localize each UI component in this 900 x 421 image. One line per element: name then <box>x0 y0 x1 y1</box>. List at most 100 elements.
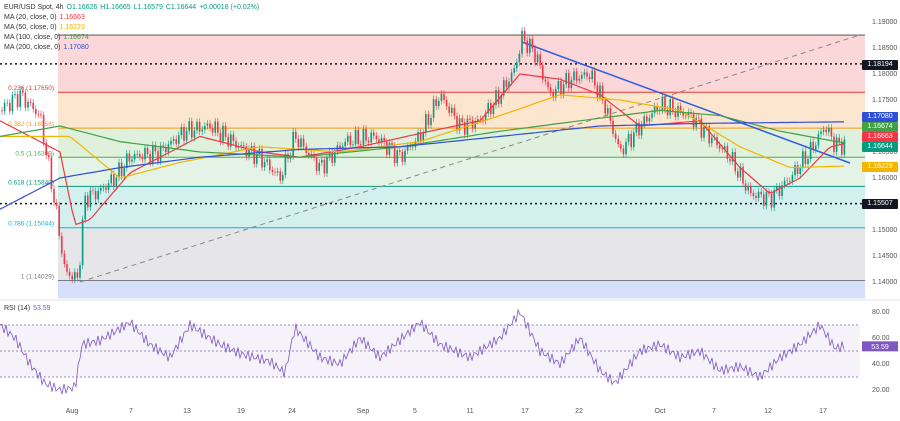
candle <box>604 100 606 114</box>
candle <box>318 162 320 172</box>
time-axis-label: Aug <box>66 408 79 415</box>
price-tag: 1.15507 <box>862 199 898 209</box>
candle <box>289 155 292 159</box>
candle <box>812 142 814 150</box>
candle <box>74 272 76 280</box>
candle <box>718 145 721 149</box>
candle <box>544 79 547 82</box>
candle <box>419 132 422 142</box>
candle <box>484 113 487 121</box>
candle <box>193 130 196 138</box>
candle <box>206 123 209 126</box>
candle <box>409 146 411 147</box>
candle <box>521 30 523 54</box>
candle <box>555 89 557 98</box>
fib-zone <box>58 227 865 281</box>
candle <box>256 153 258 164</box>
candle <box>562 84 565 95</box>
candle <box>825 129 827 133</box>
time-axis-label: 17 <box>521 408 529 415</box>
ma200-legend[interactable]: MA (200, close, 0) 1.17080 <box>4 43 262 53</box>
candle <box>100 187 102 191</box>
candle <box>188 121 190 131</box>
time-axis-label: 22 <box>575 408 583 415</box>
ohlc-high: H1.16665 <box>100 4 131 11</box>
candle <box>796 164 799 174</box>
rsi-axis-label: 60.00 <box>872 335 890 342</box>
candle <box>495 90 497 106</box>
rsi-legend: RSI (14) 53.59 <box>4 304 54 314</box>
candle <box>698 118 700 119</box>
candle <box>692 114 695 128</box>
candle <box>721 148 723 150</box>
candle <box>568 72 570 89</box>
candle <box>656 106 658 112</box>
candle <box>643 116 645 125</box>
candle <box>609 108 612 121</box>
price-tag: 1.18194 <box>862 60 898 70</box>
candle <box>224 125 227 137</box>
candle <box>474 120 476 129</box>
price-tag: 1.17080 <box>862 112 898 122</box>
candle <box>157 151 159 162</box>
candle <box>383 137 385 142</box>
candle <box>375 135 378 140</box>
candle <box>783 180 786 186</box>
candle <box>175 139 177 144</box>
candle <box>149 154 151 163</box>
candle <box>630 133 632 148</box>
candle <box>817 134 820 146</box>
time-axis-label: 7 <box>129 408 133 415</box>
candle <box>76 272 79 278</box>
candle <box>534 48 536 63</box>
candle <box>360 143 362 145</box>
candle <box>141 156 144 160</box>
candle <box>773 189 775 208</box>
candle <box>133 154 136 160</box>
ma20-legend[interactable]: MA (20, close, 0) 1.16663 <box>4 13 262 23</box>
candle <box>201 129 203 132</box>
candle <box>492 105 495 115</box>
candle <box>388 142 391 155</box>
candle <box>482 119 484 121</box>
candle <box>183 127 185 141</box>
price-axis-label: 1.19000 <box>872 19 897 26</box>
candle <box>274 171 276 173</box>
candle <box>9 102 11 112</box>
ma50-legend[interactable]: MA (50, close, 0) 1.16229 <box>4 23 262 33</box>
candle <box>573 71 575 81</box>
candle <box>170 140 172 145</box>
candle <box>279 171 281 181</box>
ohlc-low: L1.16579 <box>133 4 163 11</box>
candle <box>458 118 461 131</box>
ma50-label: MA (50, close, 0) <box>4 24 57 31</box>
candle <box>282 174 284 181</box>
candle <box>144 147 146 160</box>
time-axis-label: 13 <box>183 408 191 415</box>
candle <box>217 121 219 133</box>
candle <box>191 121 193 138</box>
price-axis-label: 1.16000 <box>872 175 897 182</box>
candle <box>835 137 838 152</box>
candle <box>300 138 302 148</box>
candle <box>412 146 414 148</box>
candle <box>105 187 107 190</box>
candle <box>344 141 346 147</box>
candle <box>653 106 656 114</box>
candle <box>739 166 742 178</box>
ma200-label: MA (200, close, 0) <box>4 44 61 51</box>
time-axis-label: 7 <box>712 408 716 415</box>
fib-label: 0.236 (1.17650) <box>8 85 54 92</box>
candle <box>123 167 125 177</box>
ma200-value: 1.17080 <box>63 44 89 51</box>
candle <box>627 133 630 142</box>
price-axis-label: 1.14500 <box>872 253 897 260</box>
candle <box>456 115 458 131</box>
ma20-value: 1.16663 <box>59 14 85 21</box>
candle <box>789 181 791 182</box>
candle <box>16 93 19 108</box>
candle <box>81 219 84 266</box>
candle <box>711 137 713 144</box>
ma100-legend[interactable]: MA (100, close, 0) 1.16674 <box>4 33 262 43</box>
